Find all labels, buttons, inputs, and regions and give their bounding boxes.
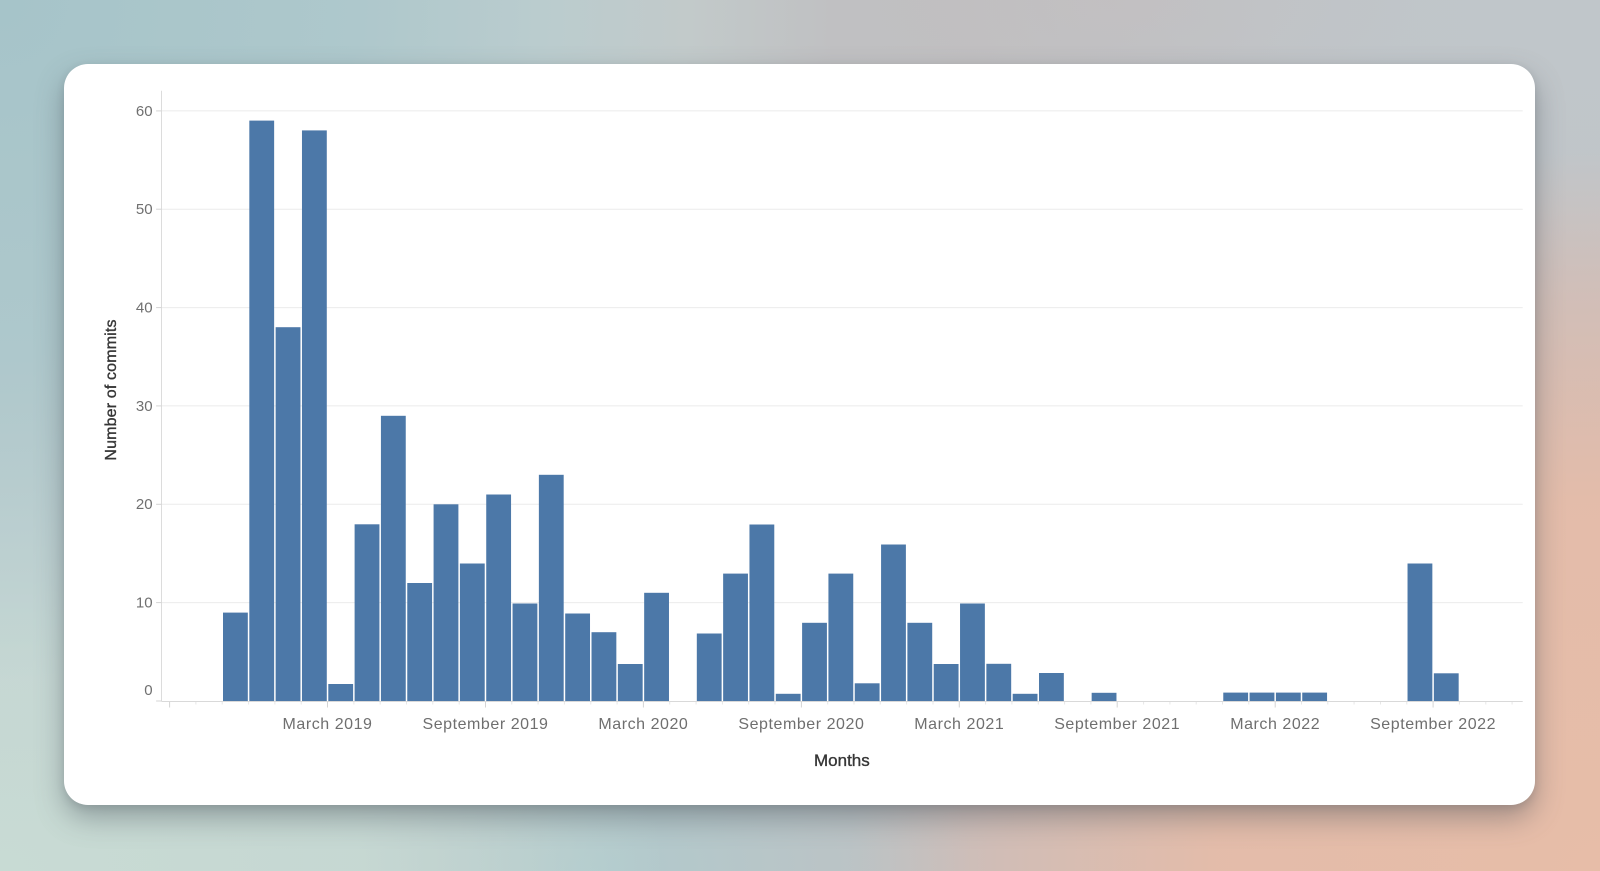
svg-text:Number of commits: Number of commits: [103, 319, 120, 460]
svg-text:10: 10: [136, 595, 153, 612]
svg-text:50: 50: [136, 201, 153, 218]
svg-text:September 2019: September 2019: [422, 716, 548, 733]
svg-text:40: 40: [136, 300, 153, 317]
svg-text:September 2022: September 2022: [1370, 716, 1496, 733]
svg-text:Months: Months: [814, 751, 870, 770]
svg-text:March 2020: March 2020: [598, 716, 688, 733]
svg-text:March 2021: March 2021: [914, 716, 1004, 733]
svg-text:March 2022: March 2022: [1230, 716, 1320, 733]
svg-text:September 2021: September 2021: [1054, 716, 1180, 733]
svg-text:20: 20: [136, 496, 153, 513]
svg-text:March 2019: March 2019: [283, 716, 373, 733]
svg-text:0: 0: [144, 682, 152, 699]
svg-text:30: 30: [136, 398, 153, 415]
svg-text:60: 60: [136, 103, 153, 120]
svg-text:September 2020: September 2020: [738, 716, 864, 733]
